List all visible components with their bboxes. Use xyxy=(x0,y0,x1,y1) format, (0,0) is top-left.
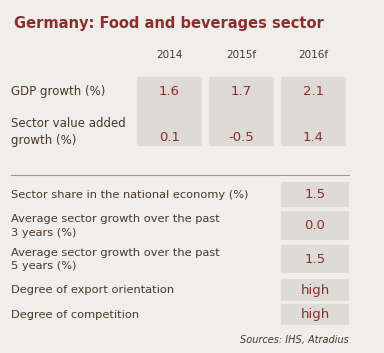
Text: Average sector growth over the past
5 years (%): Average sector growth over the past 5 ye… xyxy=(11,248,220,271)
Text: high: high xyxy=(300,309,329,321)
FancyBboxPatch shape xyxy=(137,77,202,107)
Text: 1.7: 1.7 xyxy=(231,85,252,98)
FancyBboxPatch shape xyxy=(209,77,273,107)
Text: Sector share in the national economy (%): Sector share in the national economy (%) xyxy=(11,190,248,200)
Text: 2014: 2014 xyxy=(156,50,182,60)
Text: 0.1: 0.1 xyxy=(159,131,180,144)
FancyBboxPatch shape xyxy=(209,105,273,146)
Text: 2.1: 2.1 xyxy=(303,85,324,98)
FancyBboxPatch shape xyxy=(281,105,346,146)
Text: GDP growth (%): GDP growth (%) xyxy=(11,85,105,98)
Text: Average sector growth over the past
3 years (%): Average sector growth over the past 3 ye… xyxy=(11,214,220,238)
Text: 0.0: 0.0 xyxy=(305,220,325,232)
Text: 2016f: 2016f xyxy=(298,50,328,60)
Text: Degree of export orientation: Degree of export orientation xyxy=(11,285,174,295)
Text: 1.4: 1.4 xyxy=(303,131,324,144)
FancyBboxPatch shape xyxy=(281,279,349,301)
Text: Sources: IHS, Atradius: Sources: IHS, Atradius xyxy=(240,335,349,345)
Text: 1.5: 1.5 xyxy=(305,253,326,266)
FancyBboxPatch shape xyxy=(281,211,349,240)
Text: 1.5: 1.5 xyxy=(305,189,326,201)
FancyBboxPatch shape xyxy=(137,105,202,146)
Text: -0.5: -0.5 xyxy=(228,131,254,144)
Text: 1.6: 1.6 xyxy=(159,85,180,98)
FancyBboxPatch shape xyxy=(281,245,349,273)
Text: Germany: Food and beverages sector: Germany: Food and beverages sector xyxy=(14,16,324,31)
FancyBboxPatch shape xyxy=(281,182,349,207)
Text: high: high xyxy=(300,284,329,297)
FancyBboxPatch shape xyxy=(281,304,349,325)
Text: Sector value added
growth (%): Sector value added growth (%) xyxy=(11,117,126,146)
Text: 2015f: 2015f xyxy=(226,50,256,60)
Text: Degree of competition: Degree of competition xyxy=(11,310,139,320)
FancyBboxPatch shape xyxy=(281,77,346,107)
